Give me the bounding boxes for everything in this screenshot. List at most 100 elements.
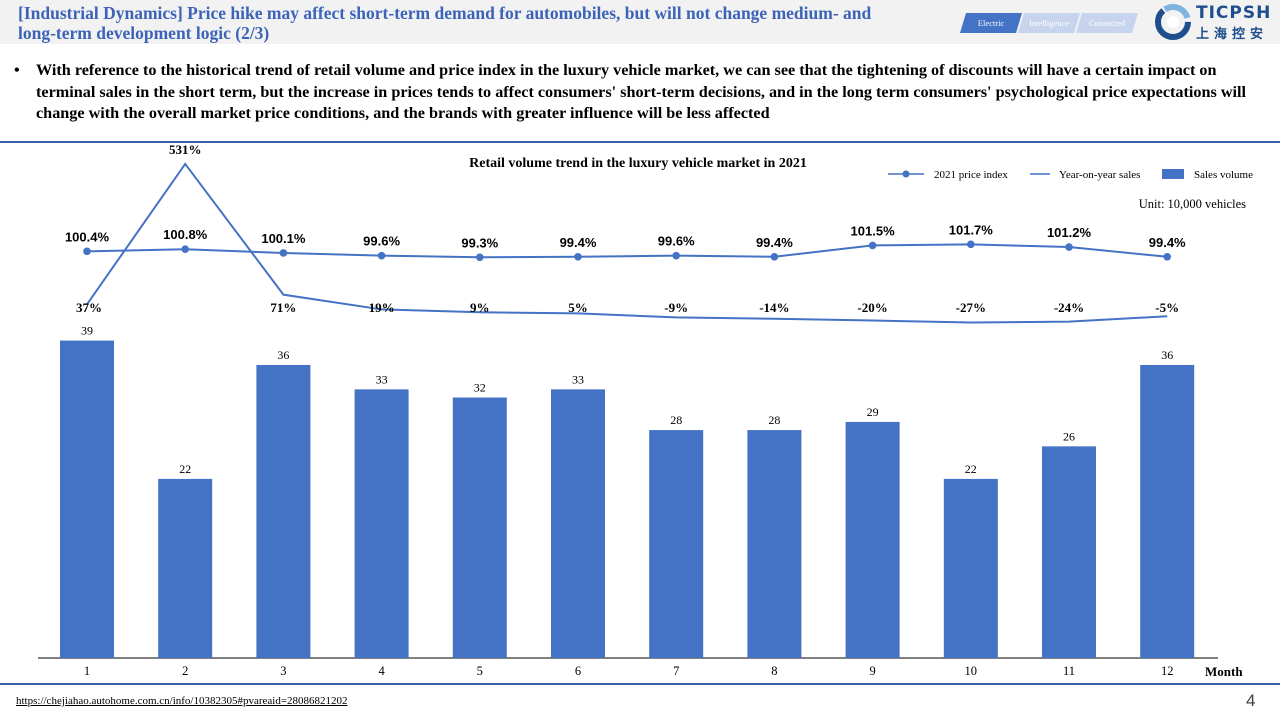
price-marker-7 xyxy=(672,251,680,260)
summary-text: With reference to the historical trend o… xyxy=(36,61,1247,122)
price-marker-4 xyxy=(377,251,386,260)
legend-sales-label: Sales volume xyxy=(1194,169,1253,181)
price-marker-1 xyxy=(83,247,91,256)
price-label-11: 101.2% xyxy=(1047,225,1092,240)
price-label-2: 100.8% xyxy=(163,227,208,242)
legend-sales-swatch xyxy=(1162,169,1184,179)
unit-label: Unit: 10,000 vehicles xyxy=(1139,197,1246,211)
bar-month-3 xyxy=(256,364,311,658)
yoy-label-3: 71% xyxy=(270,300,296,315)
source-link[interactable]: https://chejiahao.autohome.com.cn/info/1… xyxy=(16,695,348,707)
price-marker-8 xyxy=(770,252,779,261)
price-label-4: 99.6% xyxy=(363,234,400,249)
price-label-5: 99.3% xyxy=(461,235,498,250)
yoy-label-9: -20% xyxy=(857,300,887,315)
price-label-7: 99.6% xyxy=(658,234,695,249)
x-tick-3: 3 xyxy=(280,664,286,678)
page-title: [Industrial Dynamics] Price hike may aff… xyxy=(18,3,872,43)
bars-group: 39 22 36 33 32 33 28 28 29 22 26 36 xyxy=(60,324,1195,658)
price-label-6: 99.4% xyxy=(560,235,597,250)
price-marker-10 xyxy=(967,240,975,249)
tag-connected: Connected xyxy=(1076,13,1138,33)
bar-month-9 xyxy=(845,421,900,658)
bar-month-5 xyxy=(452,397,507,658)
bar-label-11: 26 xyxy=(1063,429,1075,443)
price-label-1: 100.4% xyxy=(65,229,110,244)
header-bar: [Industrial Dynamics] Price hike may aff… xyxy=(0,0,1280,44)
divider-top xyxy=(0,141,1280,143)
bar-label-2: 22 xyxy=(179,462,191,476)
x-tick-4: 4 xyxy=(378,664,385,678)
bar-month-8 xyxy=(747,430,802,658)
x-tick-2: 2 xyxy=(182,664,188,678)
yoy-label-1: 37% xyxy=(76,300,102,315)
bar-month-12 xyxy=(1140,364,1195,658)
bar-label-9: 29 xyxy=(867,405,879,419)
yoy-label-7: -9% xyxy=(664,300,688,315)
x-tick-5: 5 xyxy=(477,664,483,678)
yoy-label-12: -5% xyxy=(1155,300,1179,315)
x-tick-8: 8 xyxy=(771,664,777,678)
logo-text: TICPSH xyxy=(1196,3,1272,23)
yoy-line-group: 37% 531% 71% 19% 9% 5% -9% -14% -20% -27% -24% -5% xyxy=(76,145,1179,324)
bar-label-10: 22 xyxy=(965,462,977,476)
x-tick-9: 9 xyxy=(869,664,875,678)
bar-label-6: 33 xyxy=(572,372,584,386)
price-marker-2 xyxy=(181,245,189,253)
price-marker-5 xyxy=(476,253,484,262)
tag-intelligence: Intelligence xyxy=(1018,13,1080,33)
bar-month-1 xyxy=(60,340,114,658)
yoy-label-4: 19% xyxy=(369,300,395,315)
price-marker-9 xyxy=(868,241,877,250)
yoy-label-11: -24% xyxy=(1054,300,1084,315)
logo-icon xyxy=(1155,4,1191,40)
bar-label-8: 28 xyxy=(768,413,780,427)
legend-price-label: 2021 price index xyxy=(934,169,1008,181)
yoy-label-2: 531% xyxy=(169,145,202,157)
bar-label-5: 32 xyxy=(474,381,486,395)
bar-month-7 xyxy=(649,430,704,658)
legend-yoy-label: Year-on-year sales xyxy=(1059,169,1140,181)
legend-price-marker xyxy=(902,170,910,178)
x-tick-1: 1 xyxy=(84,664,90,678)
page-number: 4 xyxy=(1246,691,1256,710)
logo-subtext: 上海控安 xyxy=(1196,27,1269,42)
yoy-label-10: -27% xyxy=(956,300,986,315)
price-label-3: 100.1% xyxy=(261,231,306,246)
price-label-8: 99.4% xyxy=(756,235,793,250)
price-index-line xyxy=(86,243,1168,259)
yoy-line xyxy=(86,162,1168,324)
x-tick-10: 10 xyxy=(965,664,978,678)
price-label-10: 101.7% xyxy=(949,222,994,237)
bar-month-11 xyxy=(1042,446,1096,658)
chart-legend: 2021 price index Year-on-year sales Sale… xyxy=(888,169,1253,181)
bar-label-7: 28 xyxy=(670,413,682,427)
x-tick-7: 7 xyxy=(673,664,679,678)
price-label-12: 99.4% xyxy=(1149,235,1186,250)
bar-label-4: 33 xyxy=(376,372,388,386)
bar-month-6 xyxy=(551,389,605,658)
yoy-label-5: 9% xyxy=(470,300,490,315)
retail-volume-chart: Retail volume trend in the luxury vehicl… xyxy=(38,145,1253,679)
bullet-dot: • xyxy=(14,61,20,79)
bar-label-1: 39 xyxy=(81,324,93,338)
company-logo: TICPSH 上海控安 xyxy=(1154,2,1274,42)
price-index-line-group: 100.4% 100.8% 100.1% 99.6% 99.3% 99.4% 99.6% 99… xyxy=(65,222,1186,262)
price-marker-11 xyxy=(1065,243,1073,251)
price-label-9: 101.5% xyxy=(851,223,896,238)
bar-month-10 xyxy=(943,478,998,658)
tag-electric: Electric xyxy=(960,13,1022,33)
bar-label-3: 36 xyxy=(277,348,289,362)
price-marker-12 xyxy=(1163,252,1171,261)
bar-month-2 xyxy=(158,478,213,658)
x-axis-ticks: 1 2 3 4 5 6 7 8 9 10 11 12 xyxy=(84,664,1174,678)
price-marker-6 xyxy=(574,252,582,261)
x-axis-name: Month xyxy=(1205,664,1243,679)
divider-bottom xyxy=(0,683,1280,685)
bar-label-12: 36 xyxy=(1161,348,1173,362)
x-tick-11: 11 xyxy=(1063,664,1075,678)
bar-month-4 xyxy=(354,389,409,658)
yoy-label-6: 5% xyxy=(568,300,588,315)
x-tick-12: 12 xyxy=(1161,664,1174,678)
price-marker-3 xyxy=(279,249,288,257)
